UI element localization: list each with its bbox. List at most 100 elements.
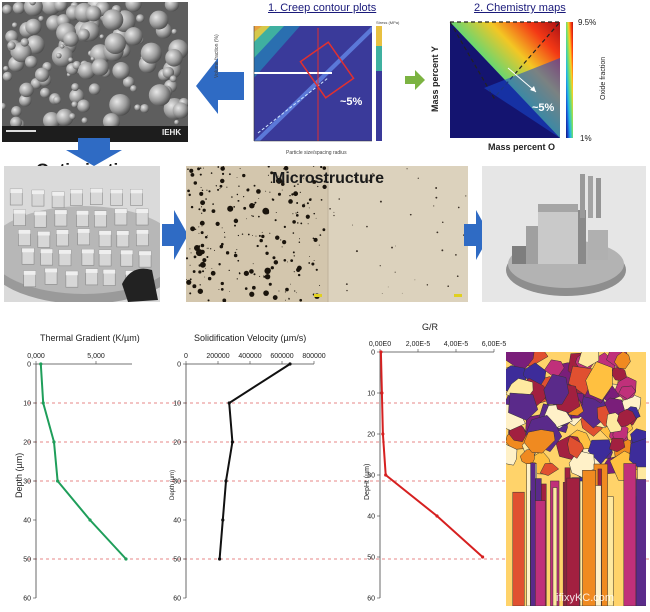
chart-3-x-tick-label: 6,00E-5 bbox=[482, 341, 507, 348]
pore bbox=[186, 257, 189, 260]
sample-cube-top bbox=[116, 230, 129, 235]
chart-2-y-tick-label: 20 bbox=[173, 440, 181, 447]
chart-2-x-tick-label: 0 bbox=[184, 353, 188, 360]
grain bbox=[577, 352, 600, 368]
pore bbox=[207, 276, 212, 281]
pore bbox=[263, 290, 269, 296]
powder-particle bbox=[130, 85, 137, 92]
pore bbox=[200, 231, 204, 235]
pore bbox=[308, 207, 310, 209]
pore bbox=[189, 278, 192, 281]
pore bbox=[259, 238, 263, 243]
arrow-right-to-chem bbox=[405, 70, 425, 90]
pore bbox=[301, 174, 303, 176]
pore bbox=[300, 222, 303, 225]
pore bbox=[293, 185, 296, 187]
powder-particle bbox=[109, 93, 132, 116]
chart-3-data-point bbox=[381, 432, 385, 436]
pore bbox=[289, 194, 291, 197]
pore bbox=[296, 202, 299, 205]
pore bbox=[201, 212, 203, 214]
pore bbox=[270, 266, 274, 270]
pore bbox=[271, 198, 274, 200]
powder-particle bbox=[102, 9, 124, 31]
pore bbox=[201, 206, 203, 208]
pore bbox=[278, 290, 280, 292]
powder-particle bbox=[134, 104, 141, 111]
pore bbox=[210, 248, 212, 250]
sample-cube-top bbox=[139, 251, 152, 256]
pore bbox=[317, 185, 319, 188]
pore bbox=[259, 275, 261, 277]
sample-cube-top bbox=[114, 209, 127, 214]
pore bbox=[202, 258, 207, 263]
pore bbox=[426, 284, 429, 286]
powder-particle bbox=[63, 31, 79, 47]
powder-particle bbox=[38, 15, 44, 22]
pore bbox=[269, 232, 271, 234]
sample-cube-top bbox=[45, 268, 58, 273]
pore bbox=[414, 279, 416, 281]
chart-2-data-point bbox=[230, 440, 234, 444]
chart-2-x-tick-label: 200000 bbox=[206, 353, 229, 360]
pore bbox=[387, 286, 389, 288]
powder-particle bbox=[19, 94, 32, 107]
pore bbox=[355, 250, 358, 253]
sample-cube-top bbox=[34, 211, 47, 216]
pore bbox=[312, 237, 315, 240]
pore bbox=[295, 214, 299, 217]
pore bbox=[281, 189, 283, 191]
powder-particle bbox=[69, 88, 85, 104]
columnar-grain bbox=[623, 463, 637, 606]
pore bbox=[277, 192, 282, 196]
pore bbox=[436, 231, 439, 234]
powder-particle bbox=[162, 66, 175, 79]
pore bbox=[277, 175, 279, 177]
pore bbox=[274, 219, 277, 222]
pore bbox=[333, 214, 335, 217]
powder-particle bbox=[34, 67, 50, 82]
pore bbox=[285, 299, 286, 301]
arrow-left-to-sem bbox=[196, 58, 244, 114]
sem-powder-image: IEHK bbox=[2, 2, 188, 142]
chart1-depth-axis-label: Depth (µm) bbox=[14, 452, 24, 498]
pore bbox=[222, 298, 227, 302]
powder-particle bbox=[23, 2, 43, 17]
pore bbox=[275, 235, 280, 240]
pore bbox=[261, 231, 263, 233]
pore bbox=[309, 256, 311, 257]
powder-particle bbox=[90, 56, 95, 61]
sample-cube-top bbox=[76, 210, 89, 215]
sample-cube-top bbox=[120, 250, 133, 255]
pore bbox=[207, 299, 210, 302]
pore bbox=[288, 199, 293, 204]
pore bbox=[290, 259, 294, 263]
creep-xlabel: Particle size/spacing radius bbox=[286, 150, 347, 156]
pore bbox=[206, 256, 209, 259]
powder-particle bbox=[52, 95, 62, 105]
powder-particle bbox=[68, 113, 76, 120]
pore bbox=[417, 177, 419, 179]
chart-2-x-tick-label: 800000 bbox=[302, 353, 325, 360]
pore bbox=[198, 232, 200, 234]
creep-title: 1. Creep contour plots bbox=[268, 2, 377, 14]
pore bbox=[265, 245, 268, 248]
pore bbox=[236, 177, 238, 178]
pore bbox=[368, 179, 371, 182]
chart-1-series-line bbox=[39, 363, 127, 560]
pore bbox=[226, 186, 228, 188]
grain bbox=[539, 462, 560, 476]
creep-ylabel: Volume fraction (%) bbox=[214, 34, 220, 78]
pore bbox=[228, 173, 231, 176]
pore bbox=[263, 275, 265, 277]
pore bbox=[352, 224, 354, 226]
pore bbox=[198, 270, 202, 274]
pore bbox=[211, 268, 213, 270]
pore bbox=[237, 234, 240, 237]
powder-particle bbox=[165, 49, 183, 67]
pore bbox=[316, 297, 318, 299]
chart-1-y-tick-label: 10 bbox=[23, 401, 31, 408]
pore bbox=[267, 166, 270, 168]
grain bbox=[609, 437, 626, 453]
chart-3-data-point bbox=[379, 350, 383, 354]
